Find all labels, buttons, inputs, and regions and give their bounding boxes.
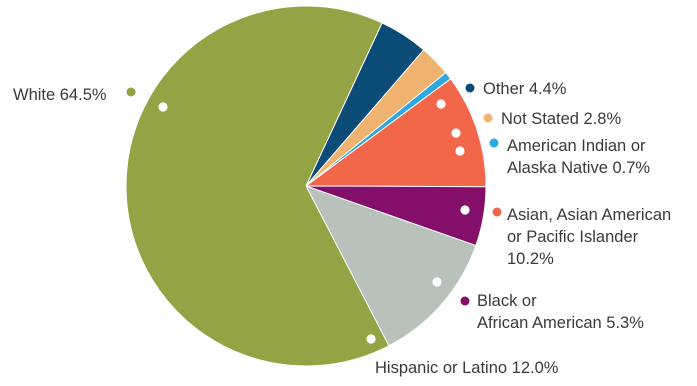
legend-dot-american-indian-or-alaska-native [489,138,499,148]
pie-slices [125,5,487,367]
slice-marker-american-indian-or-alaska-native [455,146,465,156]
slice-markers [158,99,470,344]
legend-dot-asian-asian-american-or-pacific-islander [492,207,502,217]
slice-label-american-indian-or-alaska-native: American Indian or Alaska Native 0.7% [507,137,650,177]
slice-label-white: White 64.5% [13,86,107,104]
legend-dot-white [126,87,136,97]
slice-label-black-or-african-american: Black or African American 5.3% [477,292,644,332]
legend-dot-black-or-african-american [460,296,470,306]
legend-dot-not-stated [483,113,493,123]
slice-label-other: Other 4.4% [483,80,567,98]
slice-marker-white [158,102,168,112]
slice-label-hispanic-or-latino: Hispanic or Latino 12.0% [375,359,559,377]
legend-dot-other [465,83,475,93]
slice-label-not-stated: Not Stated 2.8% [501,110,621,128]
slice-label-asian-asian-american-or-pacific-islander: Asian, Asian American or Pacific Islander… [507,206,671,268]
slice-marker-other [436,99,446,109]
slice-marker-not-stated [451,128,461,138]
slice-marker-asian-asian-american-or-pacific-islander [460,205,470,215]
pie-slice-white [125,5,390,367]
slice-labels: Other 4.4% Not Stated 2.8% American Indian… [13,80,671,377]
slice-marker-black-or-african-american [432,277,442,287]
slice-marker-hispanic-or-latino [366,334,376,344]
pie-slice-hispanic-or-latino [304,185,477,347]
